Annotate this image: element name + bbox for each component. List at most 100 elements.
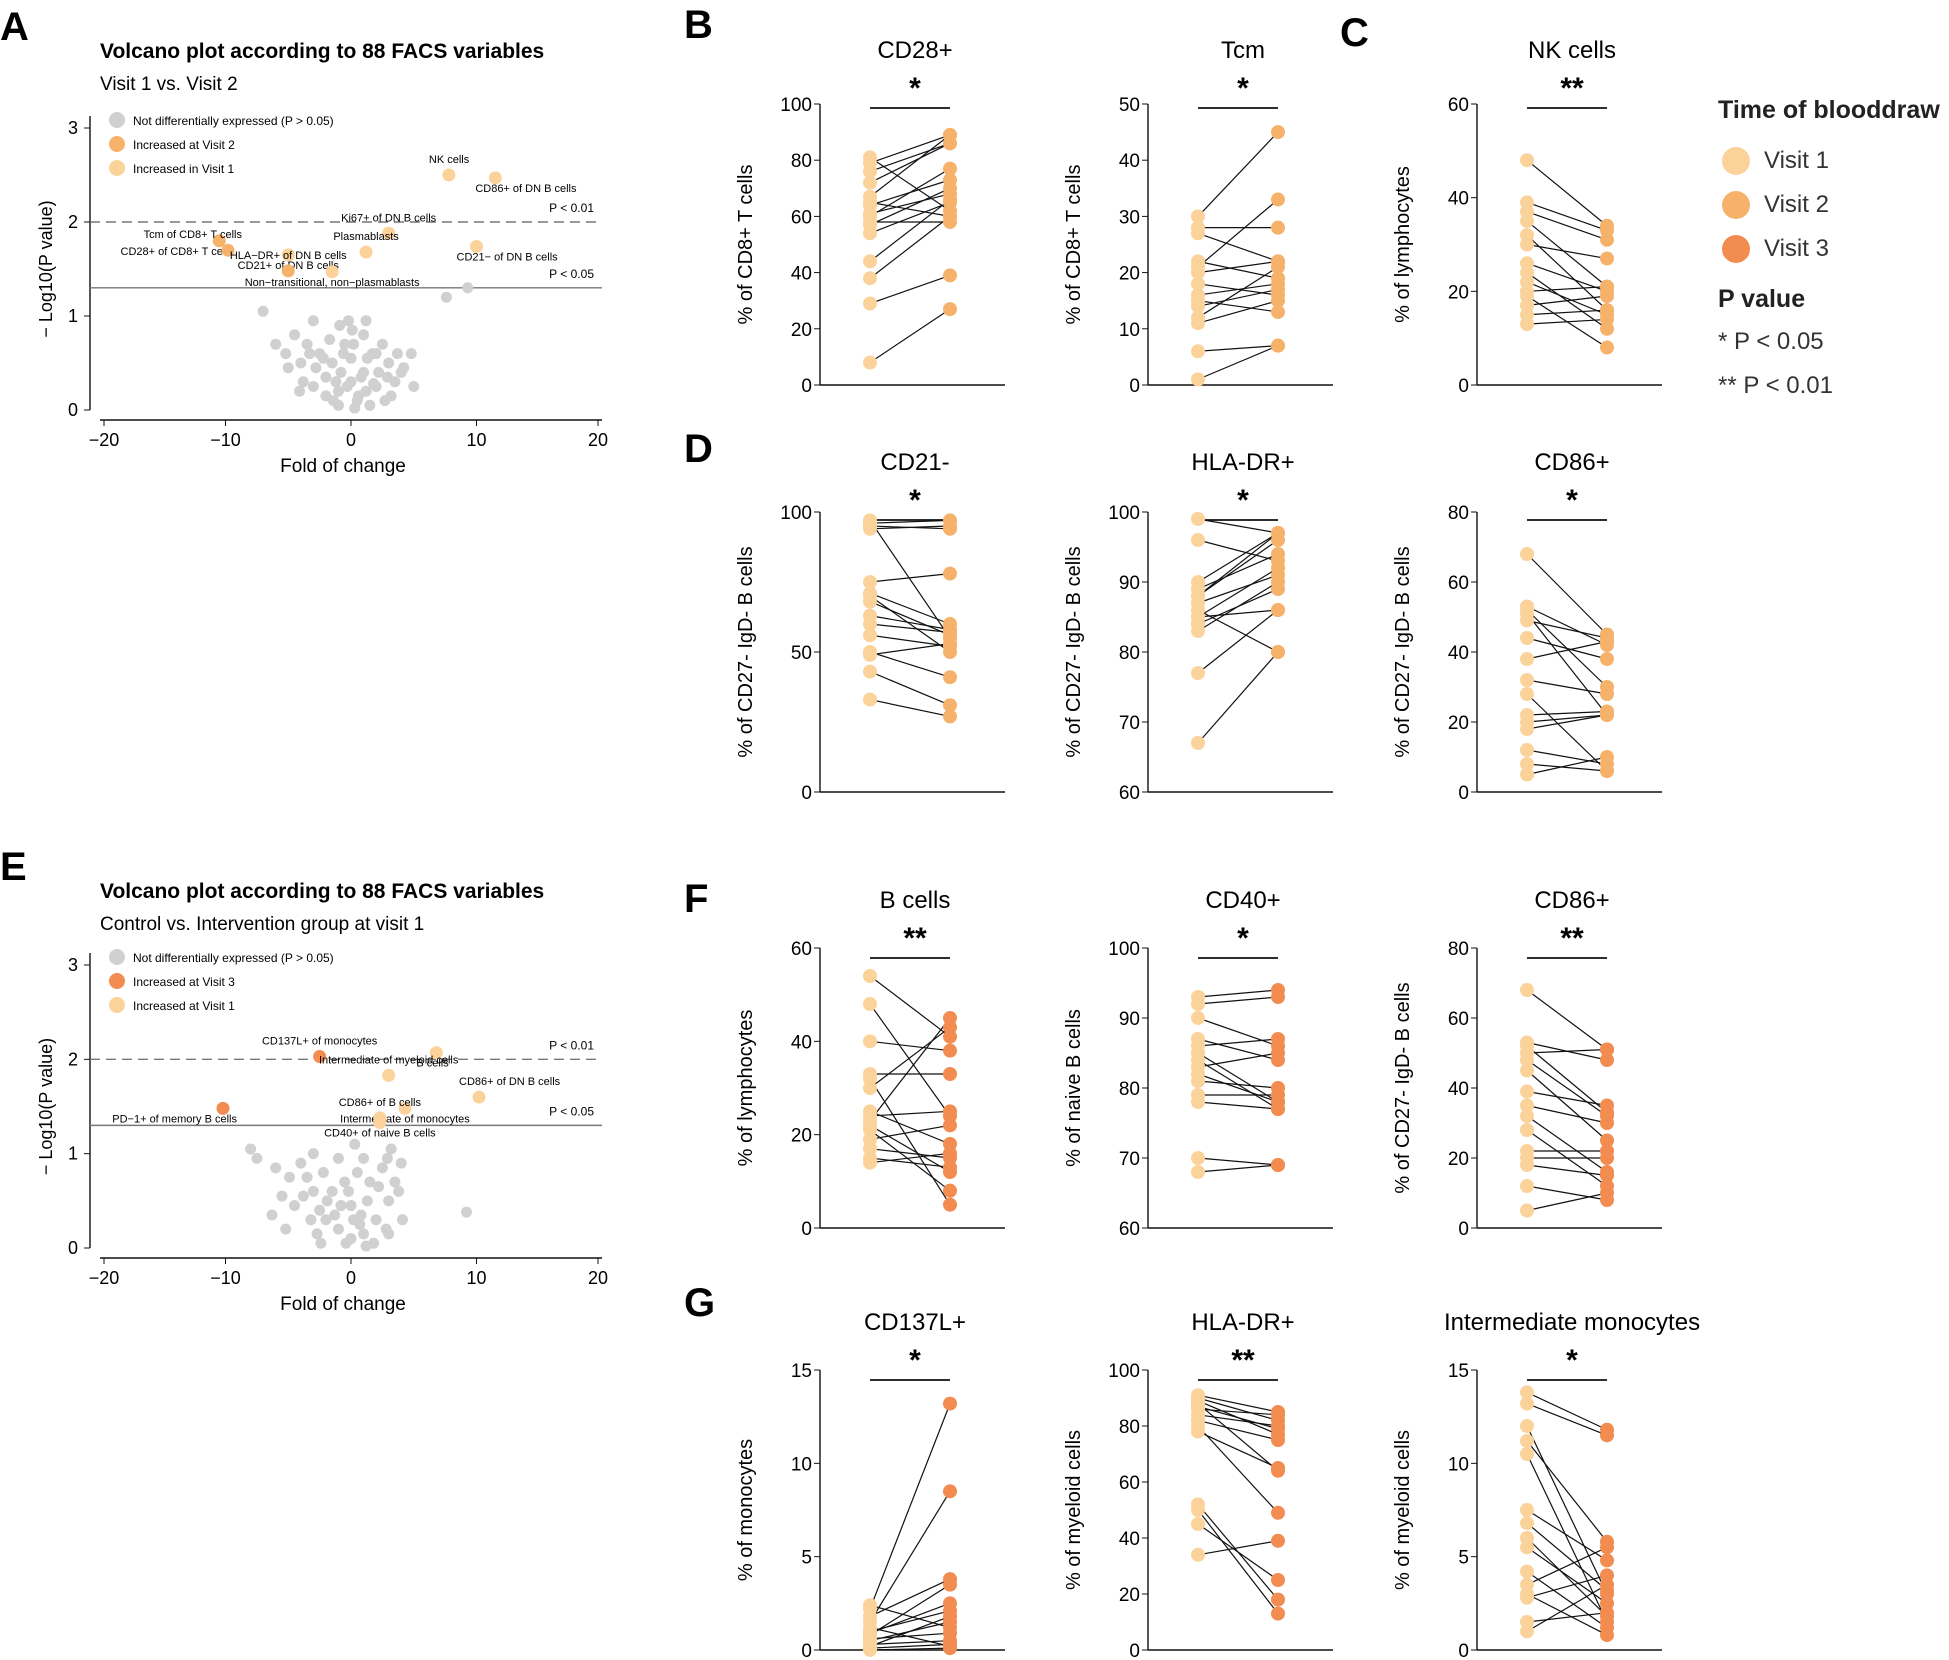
pair-connector	[1197, 539, 1279, 562]
y-axis-label: % of CD8+ T cells	[1063, 165, 1085, 325]
data-point-ns	[460, 1206, 472, 1218]
data-point-visit1	[1191, 1151, 1205, 1165]
pair-connector	[1197, 1540, 1279, 1556]
y-axis-label: − Log10(P value)	[36, 200, 56, 337]
data-point-label: Tcm of CD8+ T cells	[144, 229, 243, 241]
y-tick-label: 0	[801, 1641, 812, 1660]
y-tick-label: 0	[1458, 1219, 1469, 1240]
y-tick-label: 1	[68, 1144, 78, 1164]
data-point-label: HLA−DR+ of DN B cells	[230, 250, 347, 262]
x-tick-label: 20	[588, 1268, 608, 1288]
pair-connector	[1197, 996, 1279, 1005]
data-point-ns	[327, 395, 339, 407]
pair-connector	[1526, 1571, 1608, 1629]
data-point-visit3	[943, 1596, 957, 1611]
data-point-visit1	[863, 692, 877, 707]
y-tick-label: 5	[1458, 1548, 1469, 1569]
data-point-significant	[429, 1046, 443, 1060]
data-point-ns	[289, 1200, 301, 1212]
data-point-visit3	[1271, 1421, 1285, 1436]
data-point-visit1	[1191, 299, 1205, 314]
data-point-visit1	[1520, 256, 1534, 271]
visit2-swatch	[1722, 191, 1750, 219]
visit3-swatch	[1722, 235, 1750, 263]
pair-connector	[1197, 1397, 1279, 1421]
data-point-ns	[294, 385, 306, 397]
data-point-ns	[348, 1214, 360, 1226]
x-tick-label: −20	[89, 1268, 120, 1288]
pair-connector	[869, 1578, 951, 1617]
data-point-ns	[358, 1228, 370, 1240]
data-point-ns	[358, 329, 370, 341]
pair-connector	[869, 651, 951, 678]
pair-connector	[869, 274, 951, 305]
pair-connector	[1197, 1164, 1279, 1173]
pair-connector	[1197, 288, 1279, 307]
x-axis-label: Fold of change	[280, 456, 406, 477]
pair-connector	[869, 1152, 951, 1164]
pair-connector	[1526, 710, 1608, 716]
data-point-significant	[221, 243, 235, 257]
data-point-visit2	[1600, 708, 1614, 722]
paired-chart-d1: CD21- * 0 50 100 % of CD27- IgD- B cells	[735, 449, 1005, 804]
data-point-label: CD86+ of DN B cells	[459, 1076, 561, 1088]
paired-chart-b1: CD28+ * 0 20 40 60 80 100 % of CD8+ T cells	[735, 37, 1005, 397]
pair-connector	[1526, 613, 1608, 716]
data-point-visit3	[1271, 1102, 1285, 1116]
data-point-visit3	[1600, 1615, 1614, 1629]
data-point-ns	[310, 362, 322, 374]
data-point-visit3	[1600, 1568, 1614, 1583]
data-point-visit2	[943, 709, 957, 724]
data-point-visit1	[863, 969, 877, 983]
y-tick-label: 0	[801, 376, 812, 397]
data-point-visit2	[1600, 218, 1614, 233]
data-point-visit1	[863, 664, 877, 679]
pair-connector	[1526, 1612, 1608, 1623]
data-point-visit1	[1191, 1088, 1205, 1102]
data-point-visit1	[1191, 1165, 1205, 1179]
pair-connector	[1197, 300, 1279, 313]
y-axis-label: % of CD8+ T cells	[735, 165, 757, 325]
y-tick-label: 2	[68, 212, 78, 232]
data-point-ns	[339, 1176, 351, 1188]
volcano-title: Volcano plot according to 88 FACS variab…	[100, 40, 544, 63]
significance-marker: **	[903, 922, 927, 955]
data-point-visit1	[1191, 288, 1205, 303]
y-tick-label: 40	[791, 1032, 812, 1053]
legend-p-title: P value	[1718, 285, 1806, 313]
data-point-visit2	[1600, 321, 1614, 336]
pair-connector	[869, 643, 951, 656]
pair-connector	[1197, 1431, 1279, 1469]
data-point-ns	[373, 366, 385, 378]
significance-marker: *	[909, 484, 921, 517]
data-point-visit2	[943, 698, 957, 713]
pair-connector	[1526, 1440, 1608, 1543]
pair-connector	[869, 156, 951, 212]
pair-connector	[1197, 1038, 1279, 1061]
chart-title: CD137L+	[864, 1309, 966, 1336]
pair-connector	[1526, 749, 1608, 765]
y-axis-label: % of lymphocytes	[1392, 166, 1414, 323]
data-point-visit2	[1600, 680, 1614, 694]
chart-title: CD21-	[880, 449, 949, 476]
y-tick-label: 50	[791, 643, 812, 664]
y-tick-label: 40	[1448, 643, 1469, 664]
data-point-ns	[383, 357, 395, 369]
data-point-visit1	[1191, 1011, 1205, 1025]
data-point-visit1	[1191, 254, 1205, 269]
data-point-visit3	[943, 1620, 957, 1635]
pair-connector	[869, 634, 951, 647]
data-point-label: Ki67+ of DN B cells	[341, 212, 437, 224]
legend-p1: * P < 0.05	[1718, 328, 1824, 355]
data-point-visit1	[863, 608, 877, 623]
pair-connector	[1526, 989, 1608, 1050]
data-point-significant	[359, 245, 373, 259]
volcano-title: Volcano plot according to 88 FACS variab…	[100, 880, 544, 903]
data-point-ns	[295, 357, 307, 369]
data-point-label: Non−transitional, non−plasmablasts	[245, 277, 420, 289]
data-point-ns	[385, 1143, 397, 1155]
data-point-ns	[320, 371, 332, 383]
pair-connector	[869, 134, 951, 198]
data-point-label: CD86+ of DN B cells	[475, 183, 577, 195]
pair-connector	[1197, 1101, 1279, 1110]
